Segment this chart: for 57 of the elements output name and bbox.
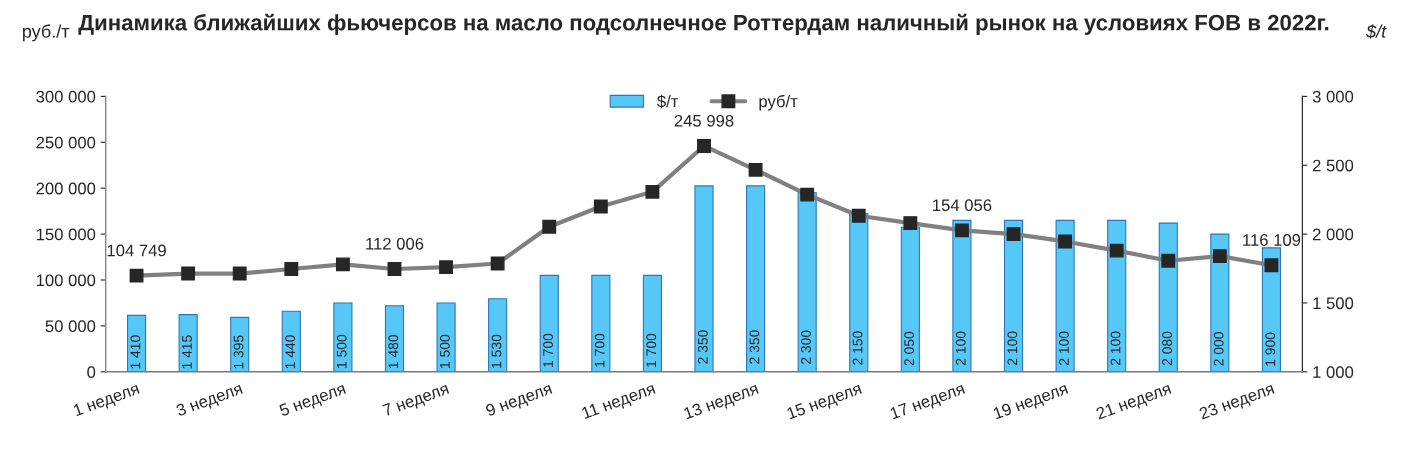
data-label: 1 700	[543, 333, 553, 367]
x-tick-label: 9 неделя	[485, 382, 554, 420]
y-tick-label: 0	[87, 366, 96, 378]
data-label: 2 350	[749, 330, 760, 364]
x-tick-label: 1 неделя	[72, 382, 141, 420]
data-label: 2 150	[852, 331, 863, 365]
chart-title: Динамика ближайших фьючерсов на масло подсолнечное Роттердам наличный рынок на условиях FOB в 2022г.	[78, 13, 1329, 35]
x-tick-label: 11 неделя	[581, 382, 657, 422]
data-label: 154 056	[933, 199, 992, 212]
data-label: 2 080	[1162, 331, 1172, 366]
data-label: 2 100	[1110, 331, 1121, 366]
data-label: 116 109	[1243, 234, 1301, 246]
y-tick-label: 200 000	[36, 182, 96, 195]
y2-tick-label: 2 500	[1312, 159, 1354, 172]
data-label: 112 006	[366, 237, 424, 250]
data-label: 2 050	[904, 331, 915, 366]
y-tick-label: 300 000	[36, 90, 96, 103]
data-label: 2 000	[1213, 332, 1224, 366]
y-tick-label: 250 000	[36, 136, 96, 149]
data-label: 1 500	[439, 334, 450, 368]
data-label: 1 480	[388, 334, 399, 369]
legend-label: $/т	[657, 94, 679, 109]
data-label: 2 300	[801, 330, 811, 364]
x-tick-label: 21 неделя	[1095, 382, 1173, 423]
y2-tick-label: 2 000	[1312, 228, 1354, 241]
data-label: 1 410	[130, 335, 141, 369]
legend-label: руб/т	[759, 94, 798, 111]
data-label: 1 700	[646, 333, 657, 367]
y2-axis-title: $/t	[1366, 24, 1387, 39]
x-tick-label: 3 неделя	[175, 382, 244, 420]
x-tick-label: 15 неделя	[786, 382, 863, 423]
x-tick-label: 7 неделя	[382, 382, 451, 420]
data-label: 1 440	[285, 335, 296, 369]
x-tick-label: 19 неделя	[992, 382, 1070, 423]
data-label: 1 395	[233, 335, 244, 369]
data-label: 1 415	[182, 335, 192, 369]
data-label: 2 100	[1007, 331, 1018, 366]
data-label: 1 700	[594, 333, 605, 367]
y2-tick-label: 3 000	[1312, 90, 1354, 103]
data-label: 1 500	[336, 334, 347, 368]
y2-tick-label: 1 500	[1313, 297, 1354, 310]
y-tick-label: 150 000	[36, 228, 96, 241]
data-label: 2 100	[1059, 331, 1069, 366]
y-axis-title: руб./т	[22, 24, 70, 42]
data-label: 245 998	[674, 114, 734, 127]
x-tick-label: 17 неделя	[889, 382, 967, 423]
x-tick-label: 5 неделя	[278, 382, 348, 420]
y-tick-label: 100 000	[36, 274, 96, 287]
x-tick-label: 13 неделя	[683, 382, 760, 423]
data-label: 104 749	[107, 244, 166, 257]
data-label: 1 530	[491, 334, 502, 368]
data-label: 2 350	[697, 330, 708, 364]
x-tick-label: 23 неделя	[1198, 382, 1276, 423]
y2-tick-label: 1 000	[1313, 366, 1354, 378]
data-label: 2 100	[955, 331, 966, 366]
data-label: 1 900	[1265, 332, 1276, 366]
y-tick-label: 50 000	[45, 320, 96, 333]
